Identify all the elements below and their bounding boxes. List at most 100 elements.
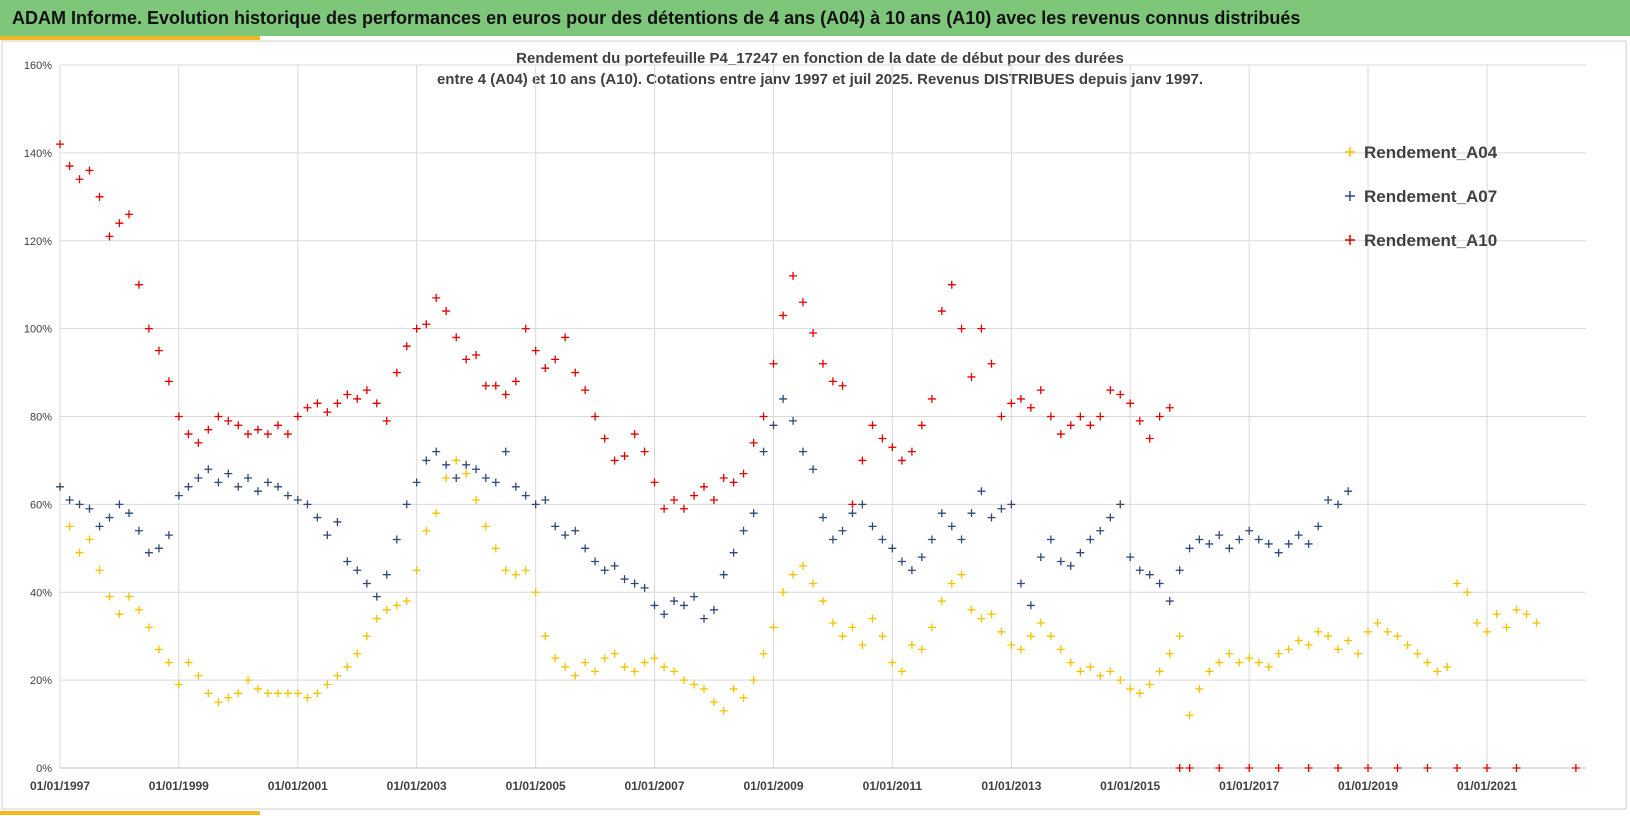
data-point <box>115 500 124 509</box>
data-point <box>769 421 778 430</box>
data-point <box>1334 645 1343 654</box>
data-point <box>1066 421 1075 430</box>
data-point <box>154 544 163 553</box>
data-point <box>65 495 74 504</box>
data-point <box>591 412 600 421</box>
y-tick-label: 40% <box>30 587 52 599</box>
data-point <box>194 671 203 680</box>
series-Rendement_A04 <box>56 456 1541 720</box>
data-point <box>551 654 560 663</box>
data-point <box>125 509 134 518</box>
data-point <box>739 469 748 478</box>
data-point <box>85 166 94 175</box>
data-point <box>481 474 490 483</box>
data-point <box>789 570 798 579</box>
data-point <box>372 614 381 623</box>
data-point <box>154 346 163 355</box>
data-point <box>1126 553 1135 562</box>
data-point <box>1185 764 1194 772</box>
data-point <box>1473 619 1482 628</box>
data-point <box>1086 421 1095 430</box>
data-point <box>1245 654 1254 663</box>
data-point <box>1145 680 1154 689</box>
data-point <box>362 579 371 588</box>
data-point <box>927 535 936 544</box>
data-point <box>1016 645 1025 654</box>
data-point <box>809 329 818 338</box>
data-point <box>1294 636 1303 645</box>
data-point <box>819 513 827 522</box>
data-point <box>640 658 649 667</box>
data-point <box>1274 764 1283 772</box>
data-point <box>1354 649 1363 658</box>
accent-bar-bottom <box>0 811 260 815</box>
data-point <box>253 487 262 496</box>
legend-label: Rendement_A07 <box>1364 187 1497 206</box>
data-point <box>1106 667 1115 676</box>
data-point <box>343 390 352 399</box>
data-point <box>1205 539 1214 548</box>
data-point <box>1155 412 1164 421</box>
data-point <box>838 381 847 390</box>
y-tick-label: 160% <box>24 60 52 72</box>
x-axis-ticks: 01/01/1997 01/01/1999 01/01/2001 01/01/2003… <box>30 779 1517 793</box>
report-banner: ADAM Informe. Evolution historique des p… <box>0 0 1630 36</box>
legend-marker <box>1345 191 1355 201</box>
grid <box>59 64 1586 769</box>
data-point <box>323 680 332 689</box>
data-point <box>491 544 500 553</box>
data-point <box>798 298 807 307</box>
data-point <box>729 684 738 693</box>
data-point <box>690 592 699 601</box>
data-point <box>422 320 431 329</box>
data-point <box>937 307 946 316</box>
data-point <box>1076 667 1085 676</box>
data-point <box>1274 649 1283 658</box>
data-point <box>531 500 540 509</box>
data-point <box>1066 658 1075 667</box>
data-point <box>917 421 926 430</box>
data-point <box>164 377 173 386</box>
data-point <box>897 557 906 566</box>
data-point <box>640 447 649 456</box>
chart-frame <box>1 40 1627 810</box>
data-point <box>1046 412 1055 421</box>
data-point <box>263 478 272 487</box>
data-point <box>630 667 639 676</box>
data-point <box>1175 764 1184 772</box>
chart-title: Rendement du portefeuille P4_17247 en fo… <box>516 50 1124 67</box>
data-point <box>392 368 401 377</box>
data-point <box>184 658 193 667</box>
data-point <box>679 676 688 685</box>
data-point <box>848 623 857 632</box>
data-point <box>1126 684 1135 693</box>
data-point <box>1294 531 1303 540</box>
data-point <box>828 377 837 386</box>
data-point <box>709 605 718 614</box>
data-point <box>600 566 609 575</box>
data-point <box>303 500 312 509</box>
legend-label: Rendement_A10 <box>1364 231 1497 250</box>
data-point <box>452 333 461 342</box>
data-point <box>1016 579 1025 588</box>
data-point <box>878 434 887 443</box>
data-point <box>1274 548 1283 557</box>
data-point <box>1175 632 1184 641</box>
x-tick-label: 01/01/2021 <box>1457 779 1517 793</box>
data-point <box>1334 764 1343 772</box>
data-point <box>838 632 847 641</box>
data-point <box>244 430 253 439</box>
data-point <box>1522 610 1531 619</box>
data-point <box>917 645 926 654</box>
data-point <box>323 408 332 417</box>
data-point <box>907 447 916 456</box>
data-point <box>650 478 659 487</box>
data-point <box>868 421 877 430</box>
data-point <box>1195 684 1204 693</box>
data-point <box>204 689 213 698</box>
data-point <box>442 460 451 469</box>
data-point <box>700 482 708 491</box>
data-point <box>957 324 966 333</box>
data-point <box>709 495 718 504</box>
series-Rendement_A07 <box>56 394 1353 623</box>
